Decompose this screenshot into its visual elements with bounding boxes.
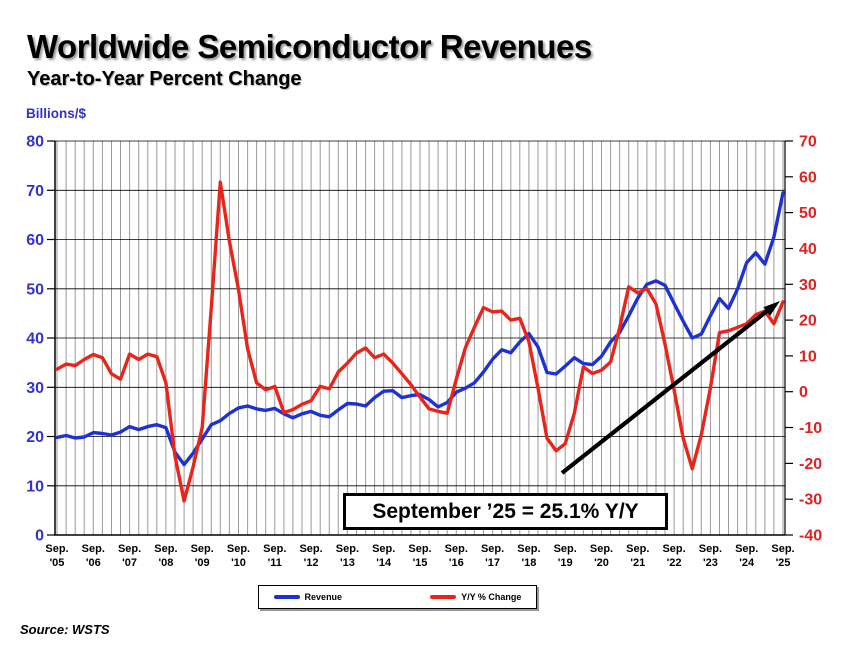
svg-text:'22: '22 — [667, 557, 682, 569]
svg-text:50: 50 — [799, 205, 817, 222]
left-axis-title: Billions/$ — [26, 106, 87, 121]
svg-text:Sep.: Sep. — [771, 543, 794, 555]
svg-text:'11: '11 — [268, 557, 282, 569]
legend-label-yoy: Y/Y % Change — [461, 592, 522, 602]
legend-swatch-yoy-line — [430, 595, 457, 599]
svg-text:'12: '12 — [304, 557, 319, 569]
svg-text:0: 0 — [35, 528, 44, 545]
svg-text:'21: '21 — [630, 557, 645, 569]
annotation-box: September ’25 = 25.1% Y/Y — [343, 493, 668, 530]
svg-text:-40: -40 — [799, 528, 822, 545]
svg-text:'09: '09 — [195, 557, 210, 569]
axis-ticks — [47, 140, 793, 536]
svg-text:Sep.: Sep. — [590, 543, 613, 555]
svg-text:60: 60 — [26, 232, 44, 249]
right-axis-labels: -40 -30 -20 -10 0 10 20 30 40 50 60 70 — [799, 134, 822, 545]
svg-text:Sep.: Sep. — [263, 543, 286, 555]
x-axis-labels: Sep. '05 Sep. '06 Sep. '07 Sep. '08 Sep. '09 Sep. '… — [45, 543, 794, 569]
svg-text:'24: '24 — [739, 557, 755, 569]
svg-text:70: 70 — [26, 183, 44, 200]
legend-item-revenue: Revenue — [273, 592, 343, 602]
svg-text:Sep.: Sep. — [227, 543, 250, 555]
svg-text:10: 10 — [26, 478, 44, 495]
svg-text:20: 20 — [799, 313, 817, 330]
legend-label-revenue: Revenue — [304, 592, 343, 602]
svg-text:0: 0 — [799, 384, 808, 401]
svg-text:'06: '06 — [86, 557, 101, 569]
svg-text:Sep.: Sep. — [191, 543, 214, 555]
svg-text:Sep.: Sep. — [735, 543, 758, 555]
svg-text:'17: '17 — [485, 557, 500, 569]
page-title: Worldwide Semiconductor Revenues — [27, 28, 592, 65]
svg-text:Sep.: Sep. — [45, 543, 68, 555]
svg-text:Sep.: Sep. — [517, 543, 540, 555]
source-note: Source: WSTS — [20, 622, 110, 637]
svg-text:Sep.: Sep. — [699, 543, 722, 555]
svg-text:30: 30 — [26, 380, 44, 397]
svg-text:50: 50 — [26, 281, 44, 298]
svg-text:'25: '25 — [776, 557, 791, 569]
svg-text:'19: '19 — [558, 557, 573, 569]
svg-text:'14: '14 — [376, 557, 392, 569]
svg-text:'08: '08 — [158, 557, 173, 569]
svg-text:'13: '13 — [340, 557, 355, 569]
svg-text:Sep.: Sep. — [662, 543, 685, 555]
svg-text:40: 40 — [799, 241, 817, 258]
svg-text:Sep.: Sep. — [118, 543, 141, 555]
annotation-text: September ’25 = 25.1% Y/Y — [372, 499, 639, 523]
legend-swatch-revenue-line — [273, 595, 300, 599]
svg-text:Sep.: Sep. — [408, 543, 431, 555]
annotation-arrow — [560, 301, 780, 475]
svg-text:60: 60 — [799, 169, 817, 186]
svg-text:Sep.: Sep. — [445, 543, 468, 555]
svg-text:'20: '20 — [594, 557, 609, 569]
svg-text:'07: '07 — [122, 557, 137, 569]
svg-text:20: 20 — [26, 429, 44, 446]
svg-text:10: 10 — [799, 348, 817, 365]
svg-text:80: 80 — [26, 134, 44, 151]
svg-text:Sep.: Sep. — [372, 543, 395, 555]
svg-text:Sep.: Sep. — [299, 543, 322, 555]
svg-text:'10: '10 — [231, 557, 246, 569]
svg-text:'23: '23 — [703, 557, 718, 569]
svg-text:-30: -30 — [799, 492, 822, 509]
svg-text:Sep.: Sep. — [154, 543, 177, 555]
legend: Revenue Y/Y % Change — [258, 585, 537, 609]
svg-text:30: 30 — [799, 277, 817, 294]
svg-text:40: 40 — [26, 331, 44, 348]
svg-text:Sep.: Sep. — [336, 543, 359, 555]
svg-text:Sep.: Sep. — [554, 543, 577, 555]
svg-text:Sep.: Sep. — [626, 543, 649, 555]
svg-text:'18: '18 — [521, 557, 536, 569]
legend-item-yoy: Y/Y % Change — [430, 592, 521, 602]
page-subtitle: Year-to-Year Percent Change — [27, 68, 302, 90]
svg-text:-20: -20 — [799, 456, 822, 473]
svg-text:-10: -10 — [799, 420, 822, 437]
series-line-yoy — [55, 180, 785, 503]
svg-text:70: 70 — [799, 134, 817, 151]
svg-text:'15: '15 — [413, 557, 428, 569]
left-axis-labels: 0 10 20 30 40 50 60 70 80 — [26, 134, 44, 545]
svg-text:'05: '05 — [50, 557, 65, 569]
svg-text:Sep.: Sep. — [481, 543, 504, 555]
svg-text:Sep.: Sep. — [82, 543, 105, 555]
svg-text:'16: '16 — [449, 557, 464, 569]
